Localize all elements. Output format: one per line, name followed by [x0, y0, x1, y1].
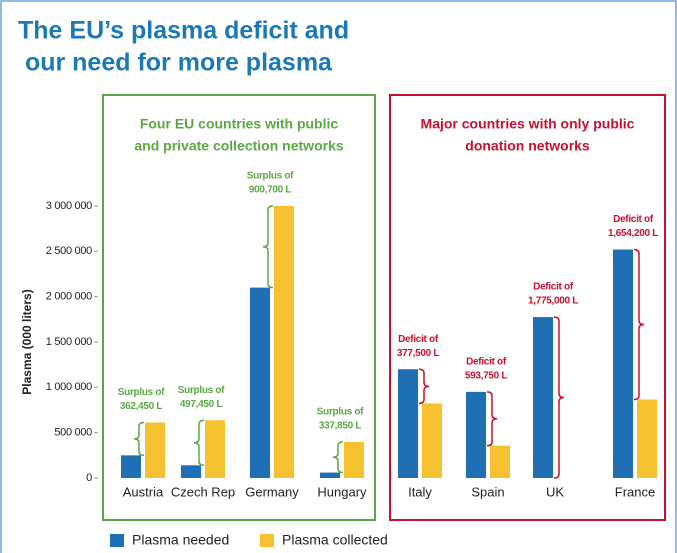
y-tick-label: 0 [86, 472, 92, 484]
difference-brace [193, 419, 205, 467]
annotation: Deficit of [613, 214, 654, 225]
bar [344, 441, 364, 478]
x-tick-label: Czech Rep [171, 484, 235, 499]
group-title: Four EU countries with public [140, 116, 339, 132]
bar [320, 472, 340, 478]
annotation: Surplus of [178, 385, 225, 396]
group-title: donation networks [465, 138, 590, 154]
legend-swatch [260, 534, 274, 547]
difference-brace [262, 205, 274, 289]
y-tick-label: 2 500 000 [46, 245, 92, 257]
annotation: 900,700 L [249, 185, 292, 196]
annotation: 377,500 L [397, 348, 440, 359]
bar [121, 455, 141, 478]
group-title: Major countries with only public [421, 116, 635, 132]
annotation: Surplus of [317, 407, 364, 418]
x-tick-label: UK [546, 484, 564, 499]
title-line: The EU’s plasma deficit and [18, 17, 349, 45]
annotation: Surplus of [247, 171, 294, 182]
bar [398, 369, 418, 478]
y-tick-label: 1 500 000 [46, 336, 92, 348]
y-tick-label: 500 000 [54, 427, 92, 439]
y-tick-label: 1 000 000 [46, 381, 92, 393]
annotation: 362,450 L [120, 401, 163, 412]
x-tick-label: Germany [245, 484, 299, 499]
group-title: and private collection networks [134, 138, 343, 154]
group-box [389, 94, 666, 521]
bar [274, 206, 294, 478]
bar [613, 249, 633, 478]
difference-brace [332, 441, 344, 474]
annotation: 1,654,200 L [608, 228, 658, 239]
annotation: Deficit of [398, 334, 439, 345]
annotation: 337,850 L [319, 421, 362, 432]
x-tick-label: Spain [471, 484, 504, 499]
bar [533, 317, 553, 478]
bar [145, 422, 165, 478]
difference-brace [553, 316, 565, 479]
y-tick-label: 2 000 000 [46, 291, 92, 303]
bar [490, 445, 510, 478]
annotation: Deficit of [466, 357, 507, 368]
y-tick-label: 3 000 000 [46, 200, 92, 212]
bar [466, 391, 486, 478]
title-line: our need for more plasma [18, 49, 333, 77]
x-tick-label: France [615, 484, 655, 499]
bar [637, 399, 657, 478]
x-tick-label: Italy [408, 484, 432, 499]
difference-brace [633, 248, 645, 401]
legend-swatch [110, 534, 124, 547]
legend-label: Plasma needed [132, 532, 229, 548]
bar [181, 465, 201, 478]
annotation: 1,775,000 L [528, 296, 578, 307]
y-axis-label: Plasma (000 liters) [20, 289, 34, 394]
bar [205, 420, 225, 478]
difference-brace [418, 368, 430, 405]
annotation: 497,450 L [180, 399, 223, 410]
difference-brace [486, 391, 498, 447]
bar [250, 287, 270, 478]
x-tick-label: Hungary [317, 484, 367, 499]
group-box [102, 94, 376, 521]
difference-brace [133, 421, 145, 457]
x-tick-label: Austria [123, 484, 164, 499]
annotation: 593,750 L [465, 371, 508, 382]
annotation: Surplus of [118, 387, 165, 398]
bar [422, 403, 442, 478]
legend-label: Plasma collected [282, 532, 388, 548]
annotation: Deficit of [533, 282, 574, 293]
